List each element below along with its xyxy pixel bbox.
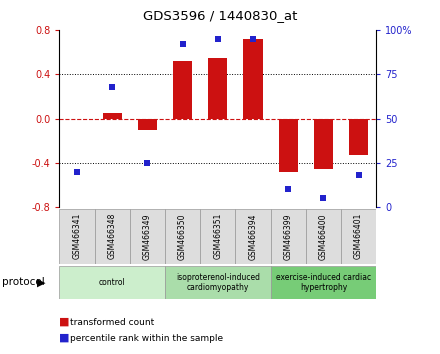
Bar <box>103 113 122 119</box>
Text: ▶: ▶ <box>37 277 45 287</box>
Point <box>73 169 81 175</box>
Bar <box>165 209 200 264</box>
Bar <box>314 119 333 170</box>
Bar <box>271 209 306 264</box>
Bar <box>349 119 368 155</box>
Bar <box>59 209 95 264</box>
Text: ■: ■ <box>59 333 70 343</box>
Point <box>214 36 221 42</box>
Text: percentile rank within the sample: percentile rank within the sample <box>70 333 223 343</box>
Bar <box>59 266 165 299</box>
Text: GDS3596 / 1440830_at: GDS3596 / 1440830_at <box>143 9 297 22</box>
Bar <box>279 119 298 172</box>
Text: isoproterenol-induced
cardiomyopathy: isoproterenol-induced cardiomyopathy <box>176 273 260 292</box>
Bar <box>200 209 235 264</box>
Bar <box>235 209 271 264</box>
Text: GSM466348: GSM466348 <box>108 213 117 259</box>
Text: GSM466349: GSM466349 <box>143 213 152 259</box>
Text: GSM466350: GSM466350 <box>178 213 187 259</box>
Point <box>144 160 151 166</box>
Text: GSM466400: GSM466400 <box>319 213 328 259</box>
Point <box>249 36 257 42</box>
Point <box>179 41 186 47</box>
Text: GSM466401: GSM466401 <box>354 213 363 259</box>
Point <box>109 84 116 90</box>
Text: transformed count: transformed count <box>70 318 154 327</box>
Bar <box>208 58 227 119</box>
Bar <box>271 266 376 299</box>
Text: GSM466341: GSM466341 <box>73 213 81 259</box>
Text: GSM466399: GSM466399 <box>284 213 293 259</box>
Text: control: control <box>99 278 125 287</box>
Text: protocol: protocol <box>2 277 45 287</box>
Text: GSM466394: GSM466394 <box>249 213 257 259</box>
Bar <box>243 39 263 119</box>
Bar <box>173 61 192 119</box>
Point <box>320 195 327 201</box>
Bar <box>95 209 130 264</box>
Text: exercise-induced cardiac
hypertrophy: exercise-induced cardiac hypertrophy <box>276 273 371 292</box>
Bar <box>341 209 376 264</box>
Bar <box>130 209 165 264</box>
Bar <box>138 119 157 130</box>
Point <box>355 172 362 178</box>
Text: GSM466351: GSM466351 <box>213 213 222 259</box>
Bar <box>165 266 271 299</box>
Text: ■: ■ <box>59 317 70 327</box>
Bar <box>306 209 341 264</box>
Point <box>285 187 292 192</box>
